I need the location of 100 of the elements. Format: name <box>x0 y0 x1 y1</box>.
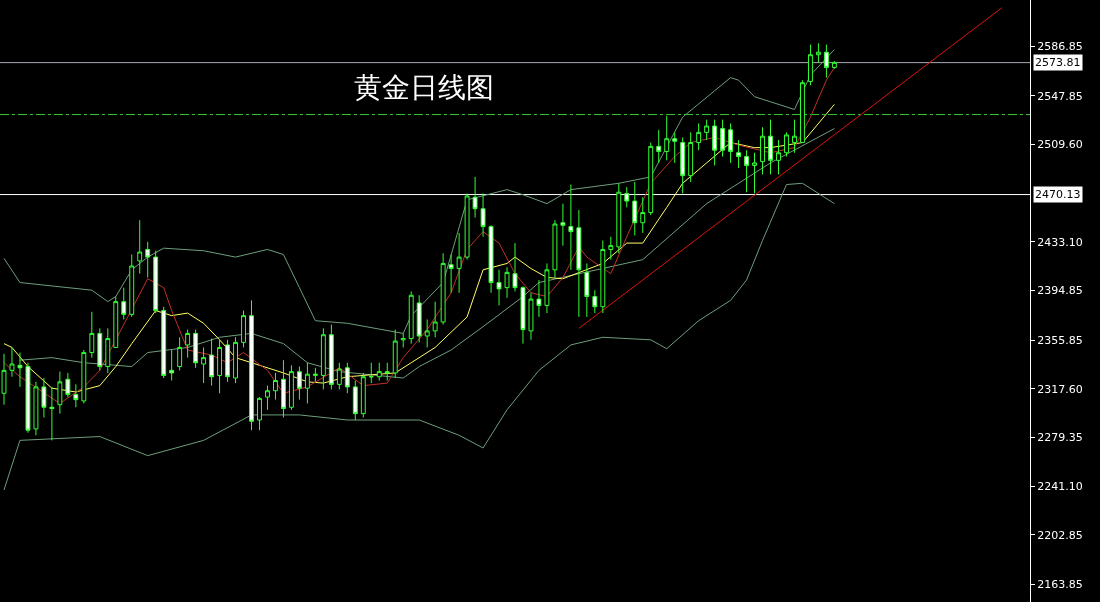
candlestick <box>209 338 215 387</box>
candlestick <box>720 119 726 158</box>
candlestick <box>81 349 87 404</box>
candlestick <box>592 289 598 314</box>
candlestick <box>456 232 462 294</box>
candlestick <box>496 269 502 306</box>
candlestick <box>736 139 742 169</box>
candlestick <box>392 329 398 379</box>
candlestick <box>744 149 750 193</box>
candlestick <box>113 296 119 348</box>
y-tick-label: 2163.85 <box>1037 578 1083 592</box>
candlestick <box>328 324 334 390</box>
candlestick <box>121 287 127 320</box>
candlestick <box>344 362 350 394</box>
y-tick-label: 2433.10 <box>1037 235 1083 249</box>
candlestick <box>336 362 342 390</box>
candlestick <box>584 262 590 318</box>
candlestick <box>672 131 678 164</box>
candlestick <box>137 219 143 275</box>
candlestick <box>129 254 135 318</box>
candlestick <box>440 252 446 326</box>
candlestick <box>488 224 494 294</box>
candlestick <box>752 152 757 194</box>
y-tick-label: 2355.85 <box>1037 333 1083 347</box>
candlestick <box>728 122 734 164</box>
candlestick <box>33 381 39 436</box>
candlestick <box>280 359 286 418</box>
ref-line-label: 2573.81 <box>1035 56 1081 69</box>
candlestick <box>89 311 95 359</box>
y-tick-label: 2586.85 <box>1037 39 1083 53</box>
candlestick <box>233 336 238 384</box>
candlestick <box>520 285 526 345</box>
candlestick <box>265 385 270 411</box>
candlestick <box>288 364 294 411</box>
candlestick <box>504 266 510 299</box>
line-series <box>3 182 835 491</box>
candlestick <box>831 60 837 70</box>
candlestick <box>320 327 326 390</box>
candlestick <box>760 126 765 175</box>
candlestick <box>464 192 470 261</box>
line-series <box>19 128 835 379</box>
candlestick <box>41 377 47 418</box>
candlestick <box>664 115 670 161</box>
candlestick <box>408 290 414 345</box>
candlestick <box>576 209 582 318</box>
candlestick <box>768 119 773 175</box>
candlestick <box>616 182 622 254</box>
candlestick <box>823 44 829 79</box>
y-tick-label: 2509.60 <box>1037 138 1083 152</box>
candlestick <box>807 44 813 86</box>
candlestick <box>776 139 781 175</box>
candlestick <box>49 386 55 441</box>
candlestick <box>528 292 534 341</box>
candlestick <box>257 396 262 431</box>
candlestick <box>384 362 390 382</box>
y-tick-label: 2202.85 <box>1037 528 1083 542</box>
y-tick-label: 2279.35 <box>1037 431 1083 445</box>
candlestick <box>161 306 167 379</box>
y-tick-label: 2547.85 <box>1037 89 1083 103</box>
candlestick <box>424 318 430 348</box>
candlestick <box>815 42 821 63</box>
line-series <box>3 49 835 334</box>
y-tick-label: 2317.60 <box>1037 382 1083 396</box>
candlestick <box>704 119 710 141</box>
candlestick <box>600 240 606 314</box>
candlestick <box>177 336 183 371</box>
candlestick <box>241 310 246 348</box>
candlestick <box>25 362 31 434</box>
candlestick <box>304 362 310 404</box>
candlestick <box>688 131 694 183</box>
candlestick <box>656 129 662 164</box>
candlestick <box>352 380 358 421</box>
candlestick <box>400 332 406 348</box>
candlestick <box>249 299 254 431</box>
candlestick <box>312 367 318 383</box>
y-tick-label: 2241.10 <box>1037 479 1083 493</box>
candlestick <box>217 339 223 394</box>
candlestick <box>185 329 191 359</box>
candlestick <box>97 327 103 371</box>
text: 黄金日线图 <box>353 71 494 105</box>
candlestick <box>145 241 151 278</box>
candlestick <box>169 349 175 382</box>
candlestick <box>648 142 654 216</box>
candlestick <box>432 301 438 338</box>
candlestick <box>73 383 79 408</box>
candlestick <box>792 119 797 154</box>
ref-line-label: 2470.13 <box>1035 188 1081 201</box>
candlestick <box>712 119 718 166</box>
candlestick <box>105 327 111 374</box>
candlestick <box>296 366 302 401</box>
candlestick <box>17 352 23 388</box>
candlestick <box>784 131 789 158</box>
candlestick <box>225 339 231 383</box>
candlestick <box>448 254 454 294</box>
candlestick <box>273 372 278 401</box>
candlestick <box>193 329 199 369</box>
candlestick <box>376 362 382 382</box>
candlestick <box>368 362 374 384</box>
candlestick <box>416 294 422 343</box>
candlestick <box>608 236 614 261</box>
